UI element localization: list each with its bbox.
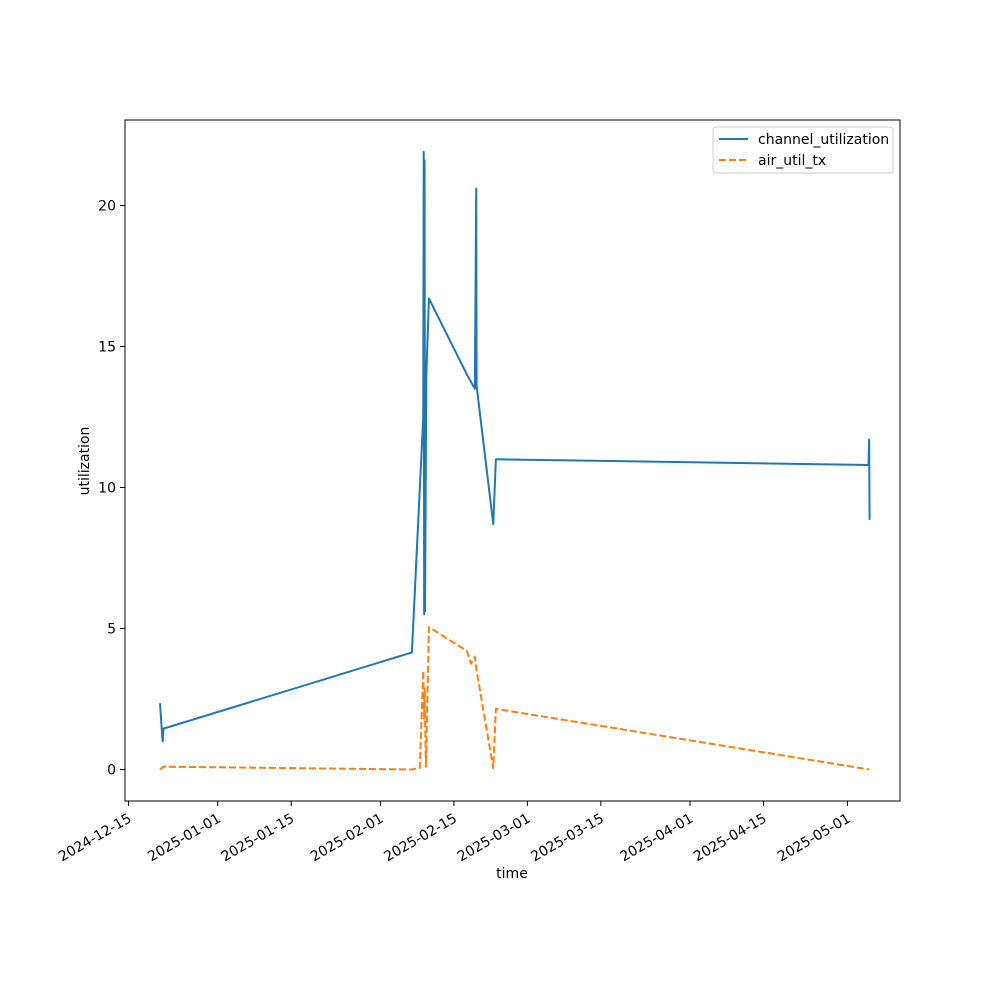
legend-label: air_util_tx [758,153,826,169]
series-line-channel_utilization [158,150,871,743]
series-line-air_util_tx [159,626,870,771]
y-axis-label: utilization [77,427,93,496]
y-tick-label: 5 [107,622,116,638]
legend-label: channel_utilization [758,132,889,148]
legend: channel_utilization air_util_tx [712,126,894,174]
y-axis: 0 5 10 15 20 [98,199,125,779]
legend-box [712,126,894,174]
plot-area [158,150,871,771]
y-tick-label: 20 [98,199,116,215]
y-tick-label: 10 [98,481,116,497]
x-axis-label: time [496,866,528,882]
axes-frame [124,119,901,802]
y-tick-label: 0 [107,763,116,779]
y-tick-label: 15 [98,340,116,356]
